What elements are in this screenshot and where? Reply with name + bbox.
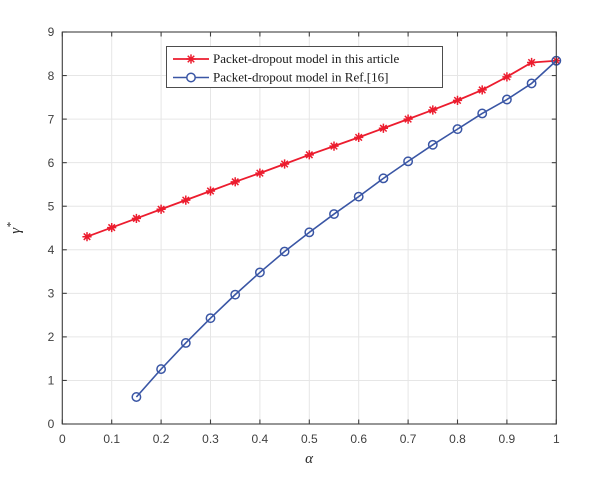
y-tick-label: 5 <box>48 199 55 213</box>
x-axis-label: α <box>305 451 314 467</box>
circle-marker-icon <box>477 108 488 119</box>
circle-marker-icon <box>254 267 265 278</box>
asterisk-marker-icon <box>428 105 438 115</box>
circle-marker-icon <box>329 209 339 220</box>
legend-box <box>166 46 443 88</box>
data-series <box>82 55 562 402</box>
x-tick-label: 0.3 <box>202 432 219 446</box>
x-tick-label: 0 <box>59 432 66 446</box>
asterisk-marker-icon <box>181 195 191 205</box>
asterisk-marker-icon <box>403 114 413 124</box>
asterisk-marker-icon <box>502 72 512 82</box>
asterisk-marker-icon <box>527 57 537 68</box>
y-tick-label: 9 <box>48 25 55 39</box>
y-tick-label: 3 <box>48 287 55 301</box>
asterisk-marker-icon <box>230 177 240 187</box>
x-tick-label: 0.2 <box>153 432 170 446</box>
asterisk-marker-icon <box>186 54 196 64</box>
circle-marker-icon <box>205 313 216 324</box>
series-1 <box>131 55 562 402</box>
x-tick-label: 0.8 <box>449 432 466 446</box>
series-line-0 <box>86 59 557 238</box>
circle-marker-icon <box>353 191 364 202</box>
y-tick-label: 4 <box>48 243 55 257</box>
asterisk-marker-icon <box>354 132 364 143</box>
legend-entry-article: Packet-dropout model in this article <box>173 51 400 66</box>
circle-marker-icon <box>279 246 290 257</box>
circle-marker-icon <box>156 364 167 375</box>
circle-marker-icon <box>230 289 241 300</box>
asterisk-marker-icon <box>378 123 388 133</box>
legend: Packet-dropout model in this article Pac… <box>166 46 443 88</box>
circle-marker-icon <box>427 139 438 150</box>
asterisk-marker-icon <box>107 222 117 233</box>
y-tick-label: 6 <box>48 156 55 170</box>
legend-label-ref16: Packet-dropout model in Ref.[16] <box>213 70 388 85</box>
y-tick-labels: 0 1 2 3 4 5 6 7 8 9 <box>48 25 55 431</box>
circle-marker-icon <box>186 72 196 83</box>
asterisk-marker-icon <box>255 168 265 178</box>
x-tick-label: 0.9 <box>499 432 516 446</box>
asterisk-marker-icon <box>477 85 487 95</box>
circle-marker-icon <box>526 78 537 89</box>
legend-label-article: Packet-dropout model in this article <box>213 51 400 66</box>
circle-marker-icon <box>131 392 142 402</box>
y-tick-label: 7 <box>48 112 55 126</box>
circle-marker-icon <box>180 338 191 348</box>
x-tick-label: 0.6 <box>350 432 367 446</box>
x-tick-label: 0.1 <box>103 432 120 446</box>
asterisk-marker-icon <box>131 213 141 224</box>
asterisk-marker-icon <box>304 150 314 160</box>
circle-marker-icon <box>452 124 463 135</box>
y-axis-label: γ* <box>5 222 24 234</box>
y-tick-label: 1 <box>48 374 55 388</box>
y-tick-label: 2 <box>48 330 55 344</box>
x-tick-label: 0.5 <box>301 432 318 446</box>
y-tick-label: 8 <box>48 69 55 83</box>
x-tick-labels: 0 0.1 0.2 0.3 0.4 0.5 0.6 0.7 0.8 0.9 1 <box>59 432 560 446</box>
x-tick-label: 0.7 <box>400 432 417 446</box>
circle-marker-icon <box>403 156 414 167</box>
asterisk-marker-icon <box>82 232 92 242</box>
circle-marker-icon <box>304 227 315 238</box>
asterisk-marker-icon <box>156 204 166 214</box>
x-tick-label: 0.4 <box>252 432 269 446</box>
circle-marker-icon <box>501 94 512 105</box>
y-tick-label: 0 <box>48 417 55 431</box>
circle-marker-icon <box>378 173 389 184</box>
asterisk-marker-icon <box>205 186 216 196</box>
axis-ticks <box>61 31 557 425</box>
legend-entry-ref16: Packet-dropout model in Ref.[16] <box>173 70 388 85</box>
x-tick-label: 1 <box>553 432 560 446</box>
asterisk-marker-icon <box>280 159 290 169</box>
asterisk-marker-icon <box>452 95 463 105</box>
asterisk-marker-icon <box>329 141 339 151</box>
